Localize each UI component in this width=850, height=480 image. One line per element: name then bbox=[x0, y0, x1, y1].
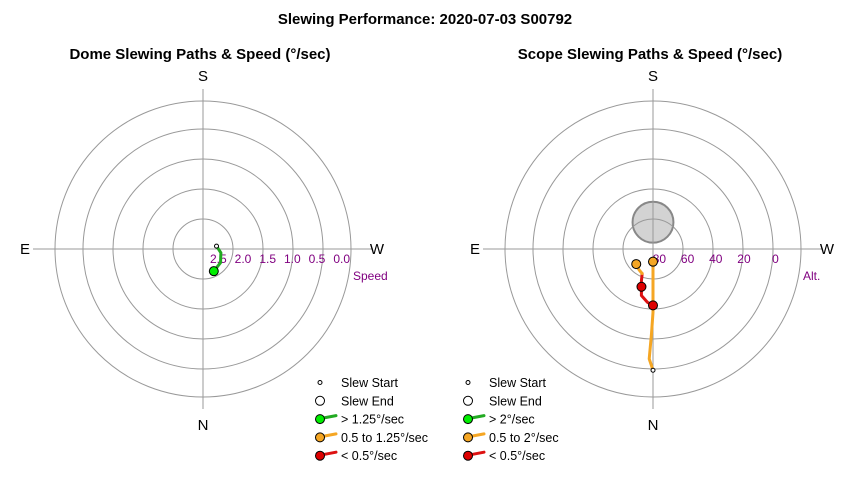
legend-marker-medium bbox=[463, 432, 473, 443]
scope-panel: Scope Slewing Paths & Speed (°/sec) S N E W… bbox=[463, 46, 835, 463]
legend-start-swatch bbox=[465, 380, 471, 385]
legend-label-fast: > 2°/sec bbox=[489, 413, 535, 427]
legend-marker-slow bbox=[463, 450, 473, 461]
slew-end-marker bbox=[648, 300, 658, 311]
legend-start-swatch bbox=[317, 380, 323, 385]
radial-tick-label: 1.0 bbox=[284, 252, 301, 266]
dome-panel: Dome Slewing Paths & Speed (°/sec) S N E W 2… bbox=[20, 46, 428, 463]
radial-tick-label: 20 bbox=[737, 252, 751, 266]
radial-tick-label: 0.5 bbox=[309, 252, 326, 266]
legend-label-medium: 0.5 to 2°/sec bbox=[489, 431, 559, 445]
dome-panel-title: Dome Slewing Paths & Speed (°/sec) bbox=[69, 46, 330, 63]
legend-marker-fast bbox=[463, 414, 473, 425]
slew-path-fast bbox=[212, 244, 223, 273]
radial-tick-label: 40 bbox=[709, 252, 723, 266]
slew-end-marker bbox=[631, 259, 642, 270]
radial-tick-label: 2.0 bbox=[235, 252, 252, 266]
legend: Slew Start Slew End > 2°/sec 0.5 to 2°/sec <… bbox=[463, 376, 559, 463]
legend-end-swatch bbox=[463, 395, 473, 406]
radial-tick-label: 0 bbox=[772, 252, 779, 266]
radial-tick-label: 60 bbox=[681, 252, 695, 266]
slew-start-marker bbox=[650, 367, 656, 373]
radial-tick-label: 1.5 bbox=[259, 252, 276, 266]
radial-tick-label: 2.5 bbox=[210, 252, 227, 266]
legend-end-swatch bbox=[315, 395, 325, 406]
slew-end-marker bbox=[208, 266, 219, 277]
slew-path-medium bbox=[647, 260, 655, 372]
compass-bottom-label: N bbox=[198, 417, 209, 434]
radial-axis-name: Alt. bbox=[803, 269, 820, 283]
legend-label-fast: > 1.25°/sec bbox=[341, 413, 404, 427]
scope-panel-title: Scope Slewing Paths & Speed (°/sec) bbox=[518, 46, 782, 63]
slew-end-marker bbox=[648, 256, 658, 267]
slew-start-marker bbox=[214, 243, 220, 249]
compass-right-label: W bbox=[370, 241, 385, 258]
legend-label-start: Slew Start bbox=[489, 376, 546, 390]
legend-label-start: Slew Start bbox=[341, 376, 398, 390]
legend-label-slow: < 0.5°/sec bbox=[489, 449, 545, 463]
slew-end-marker bbox=[636, 281, 647, 292]
legend-marker-fast bbox=[315, 414, 325, 425]
legend-marker-medium bbox=[315, 432, 325, 443]
compass-right-label: W bbox=[820, 241, 835, 258]
legend-label-end: Slew End bbox=[489, 394, 542, 408]
compass-top-label: S bbox=[648, 68, 658, 85]
compass-top-label: S bbox=[198, 68, 208, 85]
radial-tick-label: 0.0 bbox=[333, 252, 350, 266]
compass-left-label: E bbox=[20, 241, 30, 258]
radial-axis-name: Speed bbox=[353, 269, 388, 283]
compass-left-label: E bbox=[470, 241, 480, 258]
figure-title: Slewing Performance: 2020-07-03 S00792 bbox=[278, 11, 572, 28]
legend: Slew Start Slew End > 1.25°/sec 0.5 to 1.25… bbox=[315, 376, 428, 463]
legend-marker-slow bbox=[315, 450, 325, 461]
legend-label-slow: < 0.5°/sec bbox=[341, 449, 397, 463]
legend-label-medium: 0.5 to 1.25°/sec bbox=[341, 431, 428, 445]
legend-label-end: Slew End bbox=[341, 394, 394, 408]
compass-bottom-label: N bbox=[648, 417, 659, 434]
